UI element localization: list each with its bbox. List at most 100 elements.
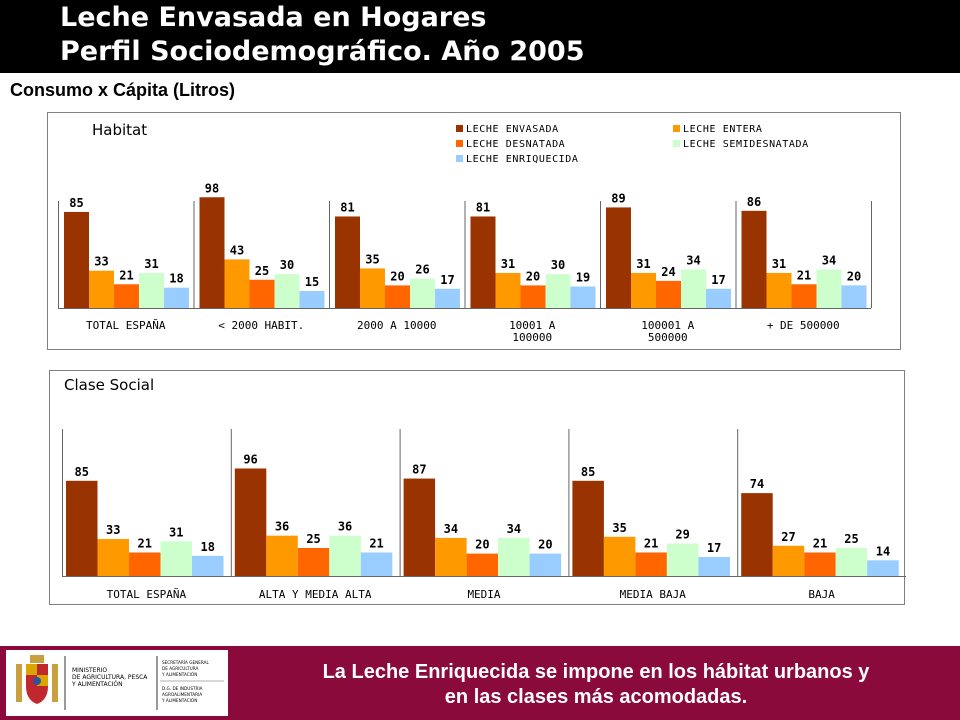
secretaria-line: SECRETARÍA GENERAL <box>162 660 209 665</box>
bar <box>435 537 467 576</box>
bar-value-label: 20 <box>526 269 540 283</box>
bar-value-label: 85 <box>69 196 83 210</box>
direccion-line: D.G. DE INDUSTRIA <box>162 686 203 691</box>
bar-value-label: 43 <box>230 243 244 257</box>
page-title-line2: Perfil Sociodemográfico. Año 2005 <box>60 36 585 67</box>
bar-value-label: 20 <box>390 269 404 283</box>
bar-value-label: 20 <box>538 538 552 552</box>
bar-value-label: 25 <box>306 532 320 546</box>
bar-value-label: 21 <box>369 536 383 550</box>
bar-value-label: 35 <box>612 521 626 535</box>
bar-value-label: 74 <box>750 477 764 491</box>
bar <box>64 211 89 308</box>
coat-of-arms-icon <box>16 655 58 704</box>
ministry-logo-graphic: MINISTERIO DE AGRICULTURA, PESCA Y ALIME… <box>16 655 224 710</box>
bar <box>804 552 836 576</box>
category-label: MEDIA BAJA <box>620 588 687 601</box>
bar <box>266 535 298 576</box>
bar-value-label: 86 <box>747 195 761 209</box>
bar <box>66 480 98 576</box>
bar <box>139 272 164 308</box>
ministry-name-line: Y ALIMENTACIÓN <box>71 681 123 688</box>
bar-value-label: 15 <box>305 275 319 289</box>
legend-label: LECHE SEMIDESNATADA <box>683 139 809 150</box>
bar <box>164 287 189 308</box>
bar <box>274 274 300 308</box>
bar-value-label: 35 <box>365 252 379 266</box>
bar-value-label: 85 <box>581 465 595 479</box>
bar <box>741 493 773 576</box>
bar <box>495 272 521 308</box>
bar-value-label: 31 <box>144 257 158 271</box>
bar <box>385 285 410 308</box>
bar <box>234 468 267 576</box>
bar-value-label: 87 <box>412 463 426 477</box>
bar-value-label: 21 <box>797 268 811 282</box>
legend-label: LECHE ENVASADA <box>466 124 559 135</box>
category-label: TOTAL ESPAÑA <box>107 588 187 601</box>
footer-message-line2: en las clases más acomodadas. <box>444 686 748 708</box>
bar-value-label: 89 <box>611 191 625 205</box>
bar-value-label: 25 <box>255 264 269 278</box>
bar-value-label: 27 <box>781 530 795 544</box>
legend-swatch <box>456 155 463 162</box>
bar <box>224 259 250 308</box>
bar-value-label: 33 <box>94 255 108 269</box>
bar <box>160 541 192 576</box>
bar <box>791 284 817 308</box>
bar <box>635 552 667 576</box>
bar-value-label: 21 <box>644 536 658 550</box>
bar <box>867 560 899 576</box>
category-label: MEDIA <box>467 588 500 601</box>
bar-value-label: 81 <box>476 200 490 214</box>
bar-value-label: 36 <box>275 520 289 534</box>
bar <box>835 548 868 576</box>
bar <box>360 268 385 308</box>
bar <box>606 207 631 308</box>
bar <box>403 478 436 576</box>
footer-message: La Leche Enriquecida se impone en los há… <box>240 660 952 710</box>
direccion-line: Y ALIMENTACIÓN <box>161 698 197 703</box>
bar-value-label: 34 <box>444 522 458 536</box>
habitat-chart-panel: Habitat LECHE ENVASADA LECHE ENTERA LECHE D… <box>47 112 901 350</box>
bar <box>299 291 325 308</box>
legend-swatch <box>456 140 463 147</box>
bar-value-label: 31 <box>501 257 515 271</box>
direccion-line: AGROALIMENTARIA <box>162 692 202 697</box>
category-label: 10001 A <box>509 319 556 332</box>
page-title-line1: Leche Envasada en Hogares <box>60 2 487 33</box>
bar-value-label: 30 <box>280 258 294 272</box>
bar <box>631 272 656 308</box>
bar-value-label: 17 <box>707 541 721 555</box>
bar <box>603 536 636 576</box>
bar <box>666 543 699 576</box>
bar <box>297 548 330 576</box>
bar <box>360 552 393 576</box>
bar-value-label: 31 <box>169 525 183 539</box>
bar <box>498 537 530 576</box>
bar-value-label: 24 <box>661 265 675 279</box>
legend-swatch <box>673 125 680 132</box>
bar-value-label: 20 <box>847 269 861 283</box>
clase-social-bar-chart: Clase Social 85 33 21 31 18 TOTAL ESPAÑA 96 36 25… <box>62 376 906 601</box>
bar <box>766 272 792 308</box>
bar <box>545 274 571 308</box>
bar-value-label: 31 <box>636 257 650 271</box>
legend-label: LECHE ENRIQUECIDA <box>466 154 579 165</box>
legend-swatch <box>456 125 463 132</box>
bar-value-label: 21 <box>138 536 152 550</box>
category-label: TOTAL ESPAÑA <box>86 319 166 332</box>
secretaria-line: Y ALIMENTACIÓN <box>161 672 197 677</box>
clase-social-chart-panel: Clase Social 85 33 21 31 18 TOTAL ESPAÑA 96 36 25… <box>49 370 906 605</box>
bar <box>470 216 496 308</box>
page-subtitle: Consumo x Cápita (Litros) <box>10 80 236 100</box>
secretaria-line: DE AGRICULTURA <box>162 666 198 671</box>
bar-value-label: 20 <box>475 538 489 552</box>
bar <box>841 285 867 308</box>
category-label: + DE 500000 <box>767 319 840 332</box>
legend-label: LECHE DESNATADA <box>466 139 565 150</box>
bar-value-label: 19 <box>576 271 590 285</box>
bar-value-label: 34 <box>822 254 836 268</box>
bar <box>656 280 681 308</box>
bar <box>706 288 731 308</box>
